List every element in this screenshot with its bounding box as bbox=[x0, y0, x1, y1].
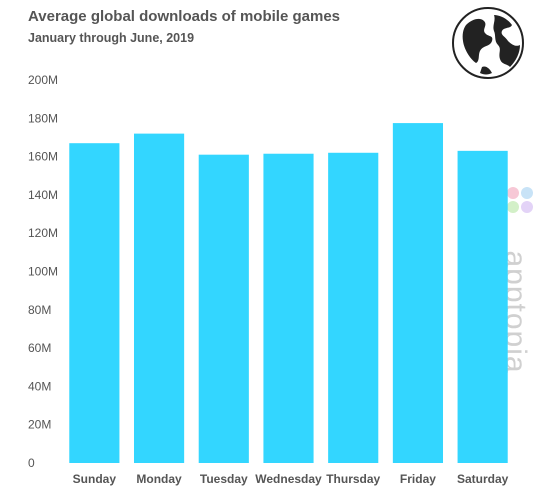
y-tick-label: 180M bbox=[28, 111, 58, 125]
bar-monday bbox=[133, 133, 185, 463]
x-tick-label: Sunday bbox=[73, 472, 117, 486]
x-tick-label: Tuesday bbox=[200, 472, 248, 486]
bar-wednesday bbox=[263, 153, 314, 464]
x-tick-label: Friday bbox=[400, 472, 436, 486]
chart-title: Average global downloads of mobile games bbox=[28, 8, 341, 25]
bar-sunday bbox=[69, 143, 120, 463]
bar-saturday bbox=[457, 150, 508, 464]
y-tick-label: 20M bbox=[28, 418, 51, 432]
y-tick-label: 0 bbox=[28, 456, 35, 470]
y-tick-label: 160M bbox=[28, 150, 58, 164]
y-tick-label: 100M bbox=[28, 265, 58, 279]
bar-friday bbox=[392, 123, 444, 464]
y-tick-label: 60M bbox=[28, 341, 51, 355]
y-tick-label: 200M bbox=[28, 73, 58, 87]
bar-tuesday bbox=[198, 154, 249, 463]
apptopia-logo-icon bbox=[505, 185, 535, 220]
chart-subtitle: January through June, 2019 bbox=[28, 31, 195, 45]
x-tick-label: Saturday bbox=[457, 472, 509, 486]
y-tick-label: 140M bbox=[28, 188, 58, 202]
x-tick-label: Thursday bbox=[326, 472, 380, 486]
bar-thursday bbox=[328, 152, 379, 463]
y-tick-label: 120M bbox=[28, 226, 58, 240]
globe-icon bbox=[450, 5, 526, 86]
x-tick-label: Wednesday bbox=[255, 472, 322, 486]
y-tick-label: 40M bbox=[28, 379, 51, 393]
y-tick-label: 80M bbox=[28, 303, 51, 317]
x-tick-label: Monday bbox=[136, 472, 182, 486]
